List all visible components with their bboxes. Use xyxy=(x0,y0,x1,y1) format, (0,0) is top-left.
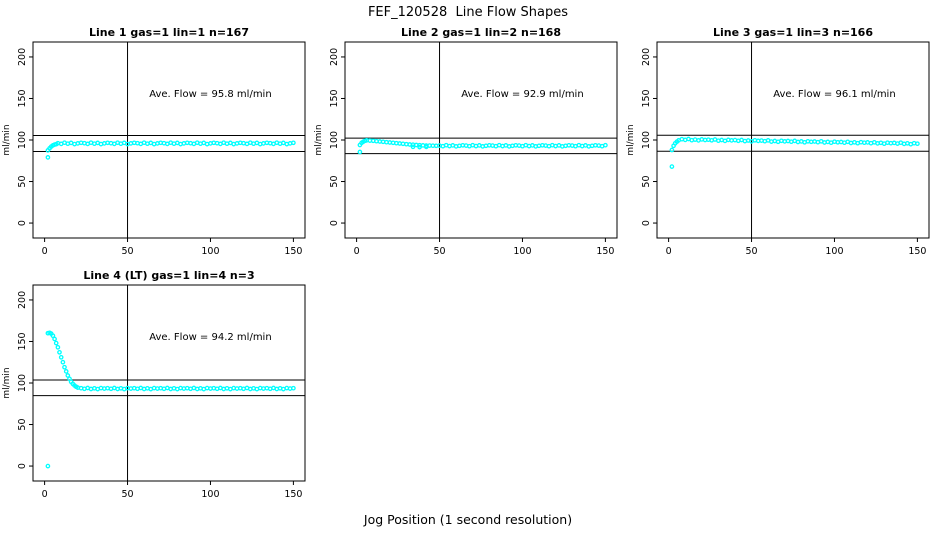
y-axis-unit-label: ml/min xyxy=(314,124,324,155)
panels-grid: Line 1 gas=1 lin=1 n=167 0 50 100 150 0 50 100 1… xyxy=(0,22,936,508)
x-tick-label: 50 xyxy=(121,246,133,257)
y-tick-label: 200 xyxy=(17,48,28,66)
y-tick-label: 0 xyxy=(17,220,28,226)
x-tick-label: 0 xyxy=(666,246,672,257)
x-tick-label: 0 xyxy=(354,246,360,257)
y-axis-unit-label: ml/min xyxy=(2,367,12,398)
data-point xyxy=(45,463,51,469)
x-tick-label: 150 xyxy=(284,246,302,257)
data-point xyxy=(915,141,920,147)
x-tick-label: 0 xyxy=(42,489,48,500)
panel-line-4: Line 4 (LT) gas=1 lin=4 n=3 0 50 100 150 0 50 1… xyxy=(0,265,312,508)
data-point xyxy=(55,344,61,350)
panel-title: Line 1 gas=1 lin=1 n=167 xyxy=(88,26,249,39)
y-tick-label: 200 xyxy=(641,48,652,66)
y-tick-label: 50 xyxy=(329,175,340,187)
data-point xyxy=(603,142,608,148)
panel-plot: 0 50 100 150 0 50 100 150 200 ml/min Ave. Flow = 9… xyxy=(2,284,306,500)
data-point xyxy=(410,144,416,150)
y-tick-label: 100 xyxy=(17,131,28,149)
x-tick-label: 150 xyxy=(284,489,302,500)
panel-title: Line 2 gas=1 lin=2 n=168 xyxy=(400,26,561,39)
data-point xyxy=(669,164,675,169)
scatter-points xyxy=(669,136,920,169)
panel-plot: 0 50 100 150 0 50 100 150 200 ml/min Ave. Flow = 9… xyxy=(2,41,306,257)
y-tick-label: 100 xyxy=(17,374,28,392)
panel-title: Line 4 (LT) gas=1 lin=4 n=3 xyxy=(83,269,255,282)
data-point xyxy=(60,359,66,365)
scatter-points xyxy=(45,330,296,469)
y-tick-label: 200 xyxy=(329,48,340,66)
y-tick-label: 200 xyxy=(17,291,28,309)
data-point xyxy=(62,364,67,370)
data-point xyxy=(52,336,57,342)
x-tick-label: 100 xyxy=(825,246,843,257)
panel-plot: 0 50 100 150 0 50 100 150 200 ml/min Ave. Flow = 9… xyxy=(626,41,930,257)
x-tick-label: 150 xyxy=(908,246,926,257)
y-tick-label: 100 xyxy=(329,131,340,149)
x-tick-label: 50 xyxy=(745,246,757,257)
y-tick-label: 50 xyxy=(17,175,28,187)
y-tick-label: 0 xyxy=(329,220,340,226)
panel-line-1: Line 1 gas=1 lin=1 n=167 0 50 100 150 0 50 100 1… xyxy=(0,22,312,265)
y-tick-label: 0 xyxy=(641,220,652,226)
y-tick-label: 150 xyxy=(641,89,652,107)
ave-flow-annotation: Ave. Flow = 94.2 ml/min xyxy=(149,332,271,343)
ave-flow-annotation: Ave. Flow = 96.1 ml/min xyxy=(773,89,895,100)
data-point xyxy=(669,147,675,153)
data-point xyxy=(53,340,59,346)
x-tick-label: 50 xyxy=(433,246,445,257)
data-point xyxy=(63,369,69,374)
y-axis-unit-label: ml/min xyxy=(2,124,12,155)
data-point xyxy=(58,354,64,360)
x-tick-label: 100 xyxy=(513,246,531,257)
ave-flow-annotation: Ave. Flow = 92.9 ml/min xyxy=(461,89,583,100)
y-tick-label: 50 xyxy=(641,175,652,187)
y-tick-label: 150 xyxy=(329,89,340,107)
panel-line-2: Line 2 gas=1 lin=2 n=168 0 50 100 150 0 50 100 1… xyxy=(312,22,624,265)
scatter-points xyxy=(45,140,296,160)
data-point xyxy=(45,155,51,160)
x-tick-label: 100 xyxy=(201,489,219,500)
x-tick-label: 150 xyxy=(596,246,614,257)
panel-title: Line 3 gas=1 lin=3 n=166 xyxy=(712,26,873,39)
data-point xyxy=(423,144,429,150)
y-tick-label: 150 xyxy=(17,332,28,350)
y-tick-label: 150 xyxy=(17,89,28,107)
data-point xyxy=(291,385,296,391)
panel-plot: 0 50 100 150 0 50 100 150 200 ml/min Ave. Flow = 9… xyxy=(314,41,618,257)
y-tick-label: 50 xyxy=(17,418,28,430)
data-point xyxy=(57,349,62,355)
y-tick-label: 100 xyxy=(641,131,652,149)
figure-title: FEF_120528 Line Flow Shapes xyxy=(367,5,569,20)
y-axis-unit-label: ml/min xyxy=(626,124,636,155)
data-point xyxy=(417,144,422,150)
x-axis-label: Jog Position (1 second resolution) xyxy=(363,512,573,527)
y-tick-label: 0 xyxy=(17,463,28,469)
x-tick-label: 100 xyxy=(201,246,219,257)
scatter-points xyxy=(357,138,608,155)
x-tick-label: 0 xyxy=(42,246,48,257)
panel-line-3: Line 3 gas=1 lin=3 n=166 0 50 100 150 0 50 100 1… xyxy=(624,22,936,265)
data-point xyxy=(357,149,363,155)
data-point xyxy=(291,140,296,146)
plot-area xyxy=(32,41,306,239)
x-tick-label: 50 xyxy=(121,489,133,500)
ave-flow-annotation: Ave. Flow = 95.8 ml/min xyxy=(149,89,271,100)
